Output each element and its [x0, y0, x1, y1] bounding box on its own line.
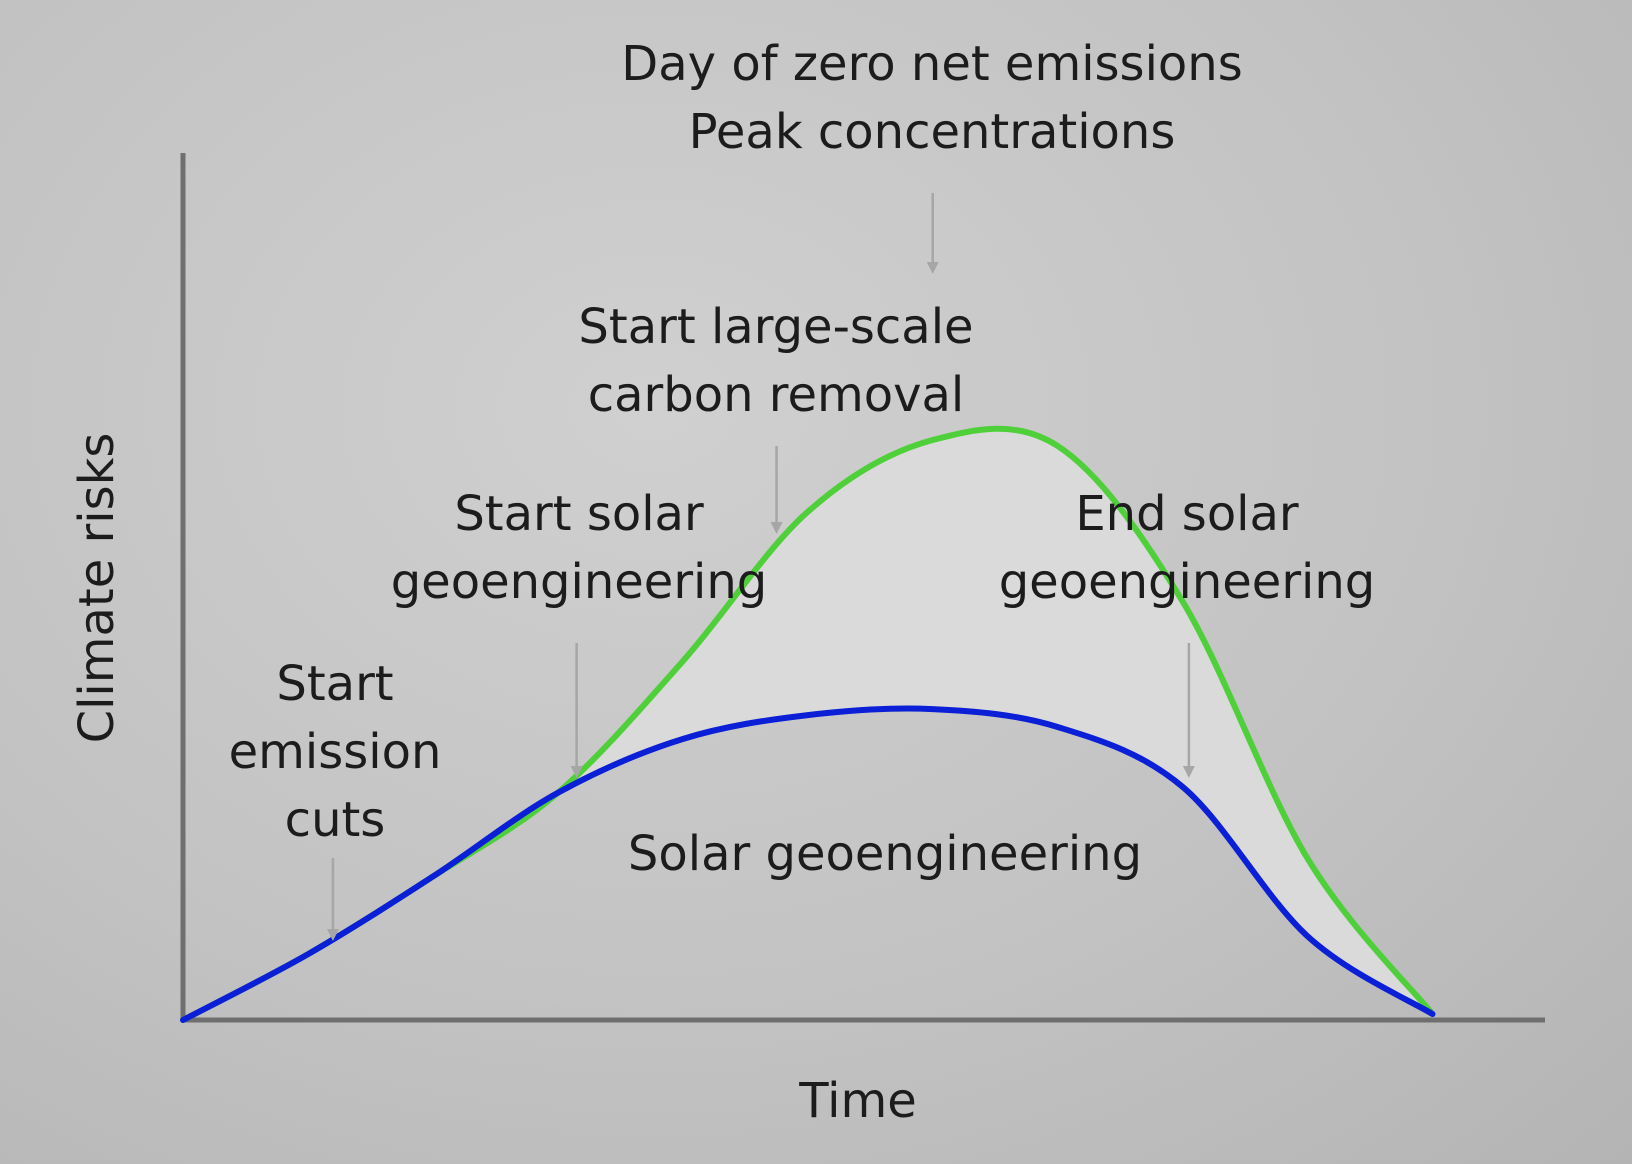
- y-axis-label: Climate risks: [69, 433, 125, 744]
- with-geoengineering-line: [180, 705, 1436, 1023]
- annotation-3-line-1: Start large-scale: [578, 299, 973, 355]
- annotation-1: Start emission cuts: [229, 656, 442, 941]
- area-label: Solar geoengineering: [628, 826, 1142, 882]
- series-layer: [180, 425, 1436, 1023]
- annotation-4-line-1: Day of zero net emissions: [621, 36, 1242, 92]
- geoengineering-gap-area: [183, 428, 1433, 1020]
- annotation-2: Start solar geoengineering: [391, 486, 768, 778]
- x-axis-label: Time: [798, 1073, 916, 1129]
- annotation-3: Start large-scale carbon removal: [578, 299, 974, 534]
- annotation-5: End solar geoengineering: [999, 486, 1376, 778]
- annotation-2-line-2: geoengineering: [391, 554, 768, 610]
- annotation-1-line-2: emission: [229, 724, 442, 780]
- annotation-layer: Start emission cuts Start solar geoengineeri…: [229, 36, 1376, 941]
- annotation-5-line-2: geoengineering: [999, 554, 1376, 610]
- annotation-3-line-2: carbon removal: [588, 367, 965, 423]
- annotation-1-line-1: Start: [276, 656, 393, 712]
- annotation-2-line-1: Start solar: [454, 486, 704, 542]
- annotation-1-line-3: cuts: [285, 792, 386, 848]
- annotation-4-line-2: Peak concentrations: [689, 104, 1176, 160]
- annotation-5-line-1: End solar: [1075, 486, 1299, 542]
- annotation-4: Day of zero net emissions Peak concentrat…: [621, 36, 1243, 274]
